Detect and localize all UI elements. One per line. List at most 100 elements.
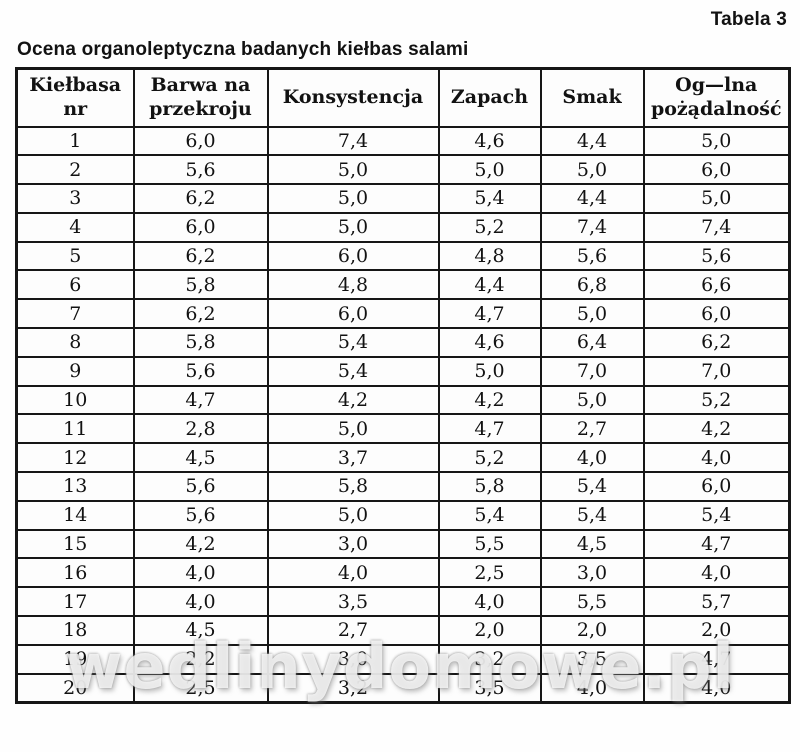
table-cell: 5,0	[437, 355, 542, 387]
table-cell: 5,8	[437, 471, 542, 502]
cell-kielbasa-nr: 17	[15, 586, 135, 618]
table-cell: 5,6	[132, 355, 269, 387]
cell-kielbasa-nr: 16	[15, 557, 135, 589]
table-cell: 6,8	[539, 269, 645, 301]
cell-kielbasa-nr: 5	[15, 240, 135, 272]
table-cell: 4,5	[132, 615, 269, 646]
table-row: 5 6,2 6,0 4,8 5,6 5,6	[15, 240, 791, 272]
table-cell: 5,5	[539, 586, 645, 618]
cell-kielbasa-nr: 3	[15, 183, 135, 214]
table-cell: 6,2	[132, 183, 269, 214]
table-cell: 4,2	[132, 528, 269, 560]
table-cell: 5,5	[437, 528, 542, 560]
table-cell: 4,5	[539, 528, 645, 560]
cell-kielbasa-nr: 20	[15, 672, 135, 704]
cell-kielbasa-nr: 19	[15, 643, 135, 675]
page-title: Ocena organoleptyczna badanych kiełbas s…	[17, 39, 469, 60]
cell-kielbasa-nr: 15	[15, 528, 135, 560]
table-cell: 5,0	[266, 183, 440, 214]
cell-kielbasa-nr: 8	[15, 327, 135, 358]
table-cell: 4,0	[642, 442, 791, 474]
cell-kielbasa-nr: 14	[15, 499, 135, 531]
table-row: 16 4,0 4,0 2,5 3,0 4,0	[15, 557, 791, 589]
table-cell: 6,2	[642, 327, 791, 358]
table-cell: 5,0	[539, 384, 645, 416]
table-cell: 4,0	[132, 586, 269, 618]
column-header-zapach: Zapach	[437, 67, 542, 128]
table-cell: 6,2	[132, 240, 269, 272]
cell-kielbasa-nr: 2	[15, 154, 135, 186]
table-cell: 5,8	[266, 471, 440, 502]
table-cell: 6,0	[642, 471, 791, 502]
table-cell: 3,2	[266, 672, 440, 704]
table-cell: 5,0	[539, 154, 645, 186]
table-cell: 5,4	[266, 327, 440, 358]
table-cell: 5,0	[266, 154, 440, 186]
table-cell: 5,2	[437, 442, 542, 474]
evaluation-table: Kiełbasa nr Barwa na przekroju Konsysten…	[15, 67, 791, 704]
table-cell: 5,7	[642, 586, 791, 618]
table-cell: 5,6	[642, 240, 791, 272]
table-cell: 4,0	[642, 672, 791, 704]
column-header-konsystencja: Konsystencja	[266, 67, 440, 128]
table-cell: 3,5	[539, 643, 645, 675]
table-row: 18 4,5 2,7 2,0 2,0 2,0	[15, 615, 791, 646]
table-cell: 6,0	[132, 211, 269, 243]
table-cell: 5,4	[539, 499, 645, 531]
cell-kielbasa-nr: 12	[15, 442, 135, 474]
table-cell: 4,7	[132, 384, 269, 416]
table-cell: 5,4	[437, 183, 542, 214]
table-cell: 7,0	[539, 355, 645, 387]
table-cell: 4,8	[437, 240, 542, 272]
table-row: 6 5,8 4,8 4,4 6,8 6,6	[15, 269, 791, 301]
table-cell: 5,6	[132, 154, 269, 186]
header-row: Kiełbasa nr Barwa na przekroju Konsysten…	[15, 67, 791, 128]
table-cell: 3,0	[266, 643, 440, 675]
table-row: 8 5,8 5,4 4,6 6,4 6,2	[15, 327, 791, 358]
cell-kielbasa-nr: 9	[15, 355, 135, 387]
table-cell: 2,0	[642, 615, 791, 646]
table-cell: 2,8	[132, 413, 269, 445]
table-cell: 6,0	[266, 240, 440, 272]
cell-kielbasa-nr: 10	[15, 384, 135, 416]
table-cell: 5,8	[132, 269, 269, 301]
table-row: 14 5,6 5,0 5,4 5,4 5,4	[15, 499, 791, 531]
table-row: 3 6,2 5,0 5,4 4,4 5,0	[15, 183, 791, 214]
table-cell: 2,0	[437, 615, 542, 646]
table-header: Kiełbasa nr Barwa na przekroju Konsysten…	[15, 67, 791, 128]
table-cell: 4,2	[266, 384, 440, 416]
cell-kielbasa-nr: 1	[15, 125, 135, 157]
table-row: 13 5,6 5,8 5,8 5,4 6,0	[15, 471, 791, 502]
table-row: 7 6,2 6,0 4,7 5,0 6,0	[15, 298, 791, 330]
table-cell: 4,2	[437, 384, 542, 416]
table-cell: 4,7	[437, 413, 542, 445]
table-cell: 2,2	[132, 643, 269, 675]
cell-kielbasa-nr: 7	[15, 298, 135, 330]
cell-kielbasa-nr: 13	[15, 471, 135, 502]
table-cell: 2,7	[266, 615, 440, 646]
table-cell: 4,5	[132, 442, 269, 474]
table-cell: 5,2	[437, 211, 542, 243]
table-cell: 5,0	[642, 125, 791, 157]
table-cell: 3,5	[437, 672, 542, 704]
table-cell: 5,0	[642, 183, 791, 214]
table-row: 17 4,0 3,5 4,0 5,5 5,7	[15, 586, 791, 618]
table-cell: 6,6	[642, 269, 791, 301]
table-cell: 3,0	[266, 528, 440, 560]
table-cell: 6,2	[132, 298, 269, 330]
cell-kielbasa-nr: 6	[15, 269, 135, 301]
table-number-label: Tabela 3	[710, 9, 787, 30]
table-row: 10 4,7 4,2 4,2 5,0 5,2	[15, 384, 791, 416]
table-cell: 5,0	[266, 499, 440, 531]
table-cell: 3,0	[539, 557, 645, 589]
table-cell: 4,7	[437, 298, 542, 330]
table-cell: 5,0	[539, 298, 645, 330]
table-row: 20 2,5 3,2 3,5 4,0 4,0	[15, 672, 791, 704]
table-cell: 3,7	[266, 442, 440, 474]
table-cell: 5,2	[642, 384, 791, 416]
table-cell: 4,0	[132, 557, 269, 589]
table-cell: 4,4	[539, 125, 645, 157]
table-cell: 4,0	[539, 442, 645, 474]
table-cell: 4,4	[539, 183, 645, 214]
